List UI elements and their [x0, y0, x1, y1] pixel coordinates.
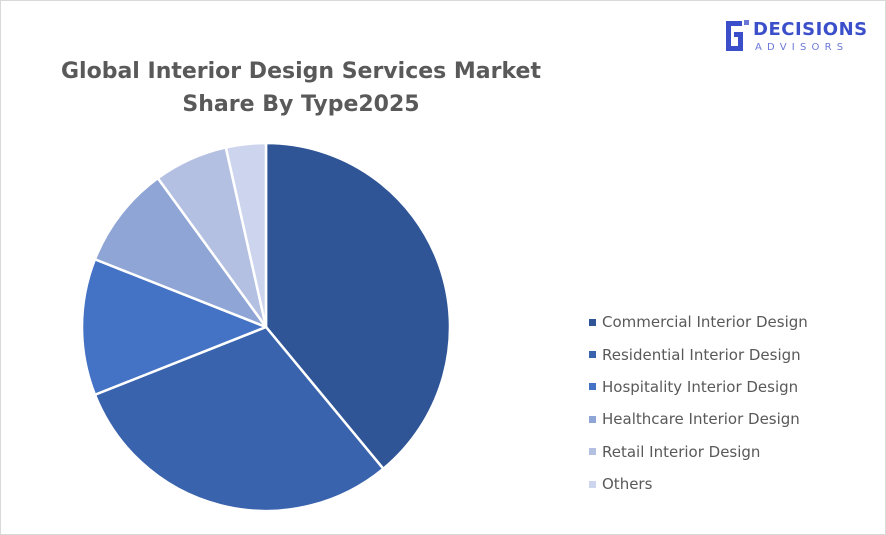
legend-item: Healthcare Interior Design: [589, 403, 808, 435]
decisions-advisors-logo: DECISIONS ADVISORS: [720, 17, 870, 59]
legend-label: Retail Interior Design: [602, 442, 761, 461]
legend-label: Commercial Interior Design: [602, 313, 808, 332]
legend-swatch: [589, 318, 596, 326]
chart-title-line-2: Share By Type2025: [182, 92, 420, 117]
pie-slice-others: [224, 141, 268, 329]
legend-item: Retail Interior Design: [589, 436, 808, 468]
logo-word-advisors: ADVISORS: [755, 42, 849, 53]
legend-item: Commercial Interior Design: [589, 306, 808, 338]
legend-label: Hospitality Interior Design: [602, 377, 799, 396]
legend-swatch: [589, 448, 596, 456]
legend-swatch: [589, 383, 596, 391]
chart-title: Global Interior Design Services Market S…: [41, 55, 561, 121]
pie-slice-residential-interior-design: [93, 325, 385, 513]
legend-item: Hospitality Interior Design: [589, 371, 808, 403]
chart-title-line-1: Global Interior Design Services Market: [61, 59, 541, 84]
legend-label: Residential Interior Design: [602, 345, 801, 364]
legend-item: Residential Interior Design: [589, 338, 808, 370]
legend-label: Others: [602, 475, 653, 494]
legend-swatch: [589, 480, 596, 488]
legend-label: Healthcare Interior Design: [602, 410, 800, 429]
pie-slice-hospitality-interior-design: [80, 258, 268, 396]
legend-item: Others: [589, 468, 808, 500]
chart-legend: Commercial Interior Design Residential In…: [589, 306, 808, 500]
pie-slice-commercial-interior-design: [264, 141, 452, 471]
logo-mark-icon: [726, 20, 749, 51]
pie-slice-healthcare-interior-design: [93, 176, 268, 329]
legend-swatch: [589, 351, 596, 359]
logo-word-decisions: DECISIONS: [753, 19, 868, 40]
legend-swatch: [589, 415, 596, 423]
